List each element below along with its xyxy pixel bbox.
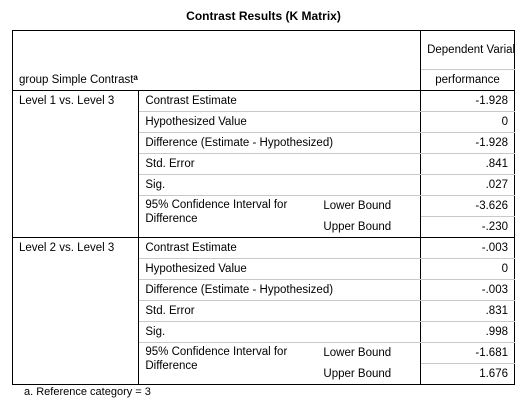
cell-value: -3.626 [420, 195, 515, 217]
table-row: Upper Bound -.230 [13, 216, 515, 238]
contrast-results-table: group Simple Contrasta Dependent Variabl… [12, 30, 515, 385]
cell-value: -1.681 [420, 342, 515, 364]
table-title: Contrast Results (K Matrix) [186, 9, 341, 23]
footnote: a. Reference category = 3 [24, 386, 151, 398]
ci-label: 95% Confidence Interval for Difference [145, 346, 288, 372]
cell-value: -.003 [420, 237, 515, 259]
cell-value: 0 [420, 111, 515, 133]
cell-value: -.003 [420, 279, 515, 301]
row-label: Difference (Estimate - Hypothesized) [138, 132, 422, 154]
table-row: 95% Confidence Interval for Difference L… [13, 342, 515, 372]
ci-label: 95% Confidence Interval for Difference [138, 195, 318, 238]
cell-value: 0 [420, 258, 515, 280]
lower-bound-label: Lower Bound [317, 195, 422, 217]
cell-value: -.230 [420, 216, 515, 238]
table-row: Sig. .998 [13, 321, 515, 343]
row-label: Sig. [138, 321, 422, 343]
cell-value: -1.928 [420, 132, 515, 154]
upper-bound-label: Upper Bound [317, 363, 422, 385]
header-group-label: group Simple Contrasta [12, 30, 422, 91]
row-label: Contrast Estimate [138, 237, 422, 259]
table-row: Difference (Estimate - Hypothesized) -1.… [13, 132, 515, 154]
cell-value: .831 [420, 300, 515, 322]
table-row: Std. Error .841 [13, 153, 515, 175]
group-label: Level 1 vs. Level 3 [12, 90, 140, 238]
header-variable: performance [420, 69, 515, 91]
upper-bound-label: Upper Bound [317, 216, 422, 238]
row-label: Std. Error [138, 153, 422, 175]
cell-value: .841 [420, 153, 515, 175]
cell-value: -1.928 [420, 90, 515, 112]
lower-bound-label: Lower Bound [317, 342, 422, 364]
table-row: 95% Confidence Interval for Difference L… [13, 195, 515, 238]
table-row: Upper Bound 1.676 [13, 363, 515, 385]
cell-value: .027 [420, 174, 515, 196]
table-row: Level 1 vs. Level 3 Contrast Estimate -1… [12, 90, 515, 238]
row-label: Sig. [138, 174, 422, 196]
row-label: Contrast Estimate [138, 90, 422, 112]
cell-value: 1.676 [479, 368, 508, 380]
row-label: Std. Error [138, 300, 422, 322]
row-label: Hypothesized Value [138, 111, 422, 133]
table-row: Sig. .027 [13, 174, 515, 196]
group-label: Level 2 vs. Level 3 [12, 237, 140, 385]
row-label: Hypothesized Value [138, 258, 422, 280]
table-row: Difference (Estimate - Hypothesized) -.0… [13, 279, 515, 301]
table-row: Level 2 vs. Level 3 Contrast Estimate -.… [12, 237, 515, 385]
cell-value: .998 [420, 321, 515, 343]
table-row: Hypothesized Value 0 [13, 111, 515, 133]
header-dependent-variable: Dependent Variable [420, 30, 515, 70]
table-row: Hypothesized Value 0 [13, 258, 515, 280]
row-label: Difference (Estimate - Hypothesized) [138, 279, 422, 301]
table-row: Std. Error .831 [13, 300, 515, 322]
